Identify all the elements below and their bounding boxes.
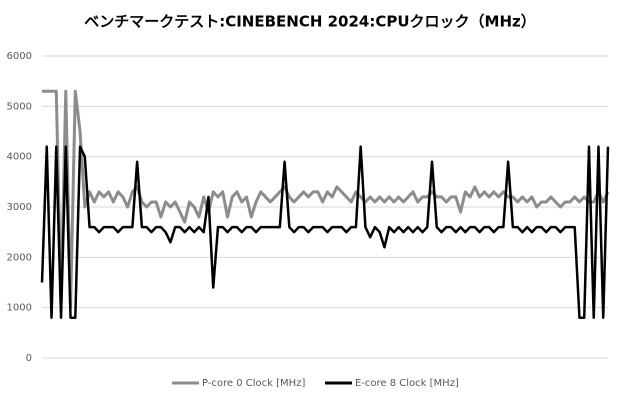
- series-line: [40, 145, 610, 319]
- legend-label: P-core 0 Clock [MHz]: [202, 378, 305, 389]
- y-tick-label: 5000: [7, 101, 32, 112]
- series-line: [42, 89, 610, 310]
- chart-title: ベンチマークテスト:CINEBENCH 2024:CPUクロック（MHz）: [84, 13, 536, 31]
- y-tick-label: 2000: [7, 252, 32, 263]
- y-tick-label: 0: [26, 353, 32, 364]
- legend-label: E-core 8 Clock [MHz]: [355, 378, 459, 389]
- y-tick-label: 1000: [7, 303, 32, 314]
- y-tick-label: 4000: [7, 152, 32, 163]
- y-tick-label: 3000: [7, 202, 32, 213]
- y-tick-label: 6000: [7, 51, 32, 62]
